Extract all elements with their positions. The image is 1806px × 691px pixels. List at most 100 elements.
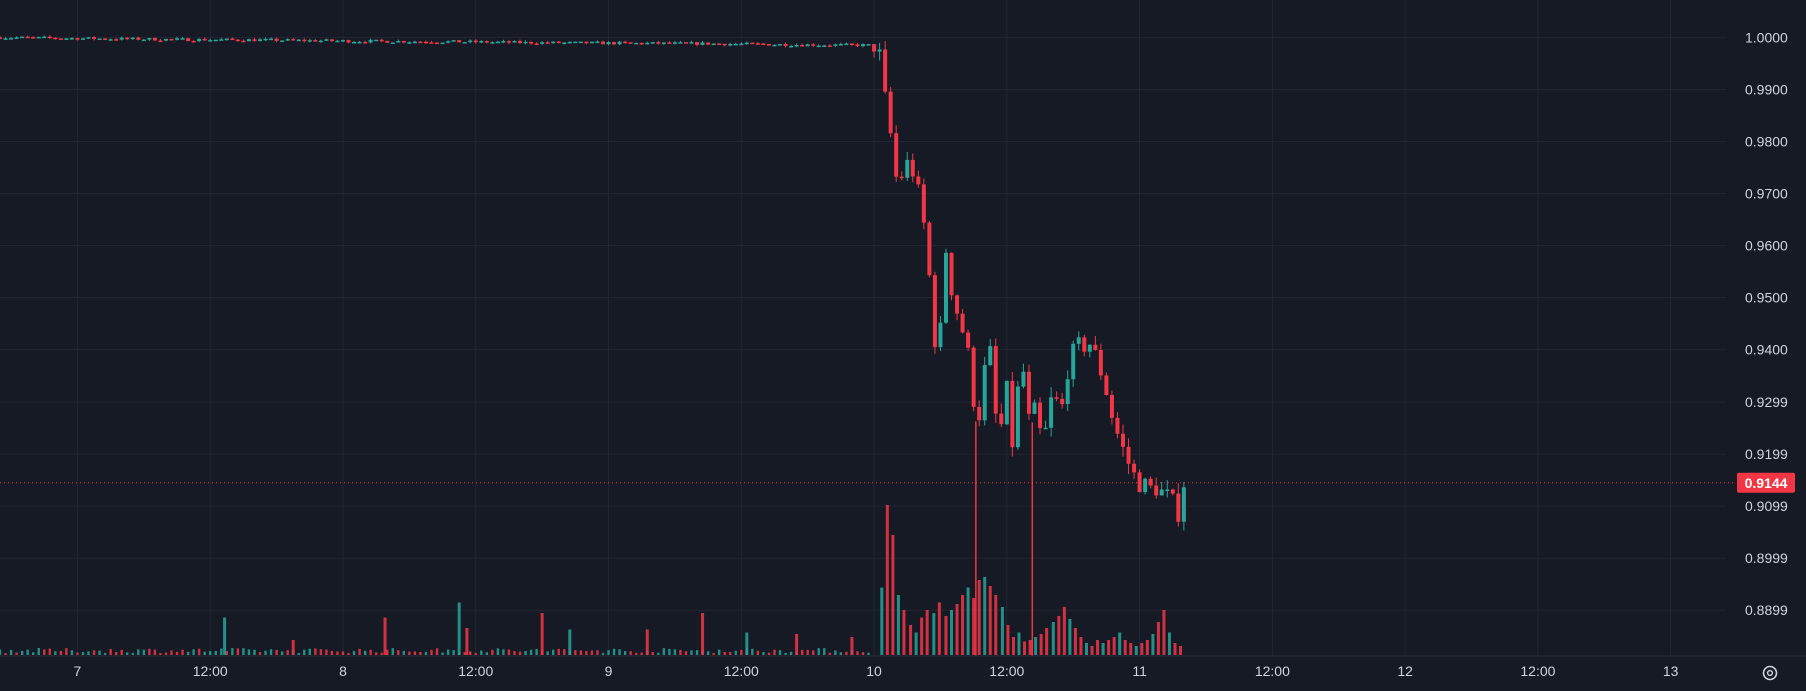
candle-body bbox=[285, 39, 290, 41]
volume-bar bbox=[308, 648, 311, 655]
candle-body bbox=[578, 41, 583, 44]
candle-body bbox=[943, 252, 948, 323]
candle-body bbox=[827, 45, 832, 47]
candle-body bbox=[1137, 472, 1142, 493]
volume-bar bbox=[740, 649, 743, 655]
price-tick-label: 0.8899 bbox=[1745, 602, 1788, 618]
volume-bar bbox=[314, 648, 317, 655]
candle-body bbox=[966, 332, 971, 348]
candle-body bbox=[47, 36, 52, 39]
price-axis[interactable]: 1.0000 0.9900 0.9800 0.9700 0.9600 0.9500 0.94… bbox=[1745, 29, 1788, 618]
time-tick-label: 12:00 bbox=[1520, 663, 1555, 679]
volume-bar bbox=[397, 650, 400, 655]
candle-body bbox=[766, 44, 771, 46]
candle-body bbox=[141, 39, 146, 42]
candle-body bbox=[14, 37, 19, 39]
volume-bar bbox=[1101, 643, 1105, 655]
candle-body bbox=[755, 43, 760, 45]
volume-bar bbox=[87, 651, 90, 655]
candle-body bbox=[667, 42, 672, 44]
candle-body bbox=[711, 43, 716, 46]
volume-bar bbox=[909, 625, 913, 655]
candle-body bbox=[374, 39, 379, 42]
volume-bar bbox=[944, 616, 948, 655]
candle-body bbox=[932, 275, 937, 348]
candle-body bbox=[562, 42, 567, 45]
last-price-badge: 0.9144 bbox=[1737, 472, 1795, 493]
volume-bar bbox=[92, 650, 96, 655]
volume-bar bbox=[529, 649, 533, 655]
candle-body bbox=[235, 39, 240, 42]
candle-body bbox=[252, 39, 257, 42]
candle-body bbox=[158, 40, 163, 43]
candle-body bbox=[717, 43, 722, 46]
time-tick-label: 8 bbox=[339, 663, 347, 679]
candle-body bbox=[318, 40, 323, 43]
volume-bar bbox=[4, 652, 7, 655]
volume-bar bbox=[756, 650, 760, 655]
volume-bar bbox=[861, 652, 865, 655]
candle-body bbox=[440, 42, 445, 45]
volume-bar bbox=[1045, 628, 1049, 655]
candle-body bbox=[695, 42, 700, 45]
volume-bar bbox=[374, 652, 378, 655]
gear-icon[interactable] bbox=[1762, 665, 1778, 681]
volume-bar bbox=[546, 651, 549, 655]
volume-bar bbox=[225, 650, 229, 655]
volume-bar bbox=[885, 505, 889, 655]
volume-bar bbox=[247, 649, 251, 655]
candle-body bbox=[1021, 371, 1026, 387]
time-tick-label: 12:00 bbox=[724, 663, 759, 679]
candle-body bbox=[606, 42, 611, 45]
candle-body bbox=[401, 40, 406, 43]
volume-bar bbox=[601, 652, 605, 655]
volume-bar bbox=[303, 649, 306, 655]
candle-body bbox=[429, 42, 434, 44]
volume-bar bbox=[142, 649, 146, 655]
candle-body bbox=[1176, 493, 1181, 522]
volume-bar bbox=[767, 652, 771, 655]
candle-body bbox=[540, 42, 545, 44]
candle-body bbox=[175, 38, 180, 40]
time-tick-label: 7 bbox=[74, 663, 82, 679]
price-tick-label: 0.9199 bbox=[1745, 446, 1788, 462]
candle-body bbox=[1054, 397, 1059, 399]
time-tick-label: 13 bbox=[1663, 663, 1679, 679]
candle-body bbox=[1038, 402, 1043, 428]
candle-body bbox=[800, 45, 805, 47]
candle-body bbox=[529, 41, 534, 44]
time-tick-label: 11 bbox=[1132, 663, 1147, 679]
candle-body bbox=[551, 41, 556, 44]
candle-body bbox=[390, 42, 395, 45]
volume-bar bbox=[131, 652, 134, 655]
volume-bar bbox=[369, 649, 372, 655]
candle-body bbox=[446, 41, 451, 43]
volume-bar bbox=[1096, 640, 1100, 655]
volume-bar bbox=[98, 650, 101, 655]
candle-body bbox=[683, 42, 688, 44]
volume-bar bbox=[579, 650, 583, 655]
candle-body bbox=[761, 43, 766, 46]
volume-bar bbox=[1112, 637, 1116, 655]
volume-bar bbox=[341, 651, 345, 655]
candle-body bbox=[379, 39, 384, 42]
volume-bar bbox=[203, 651, 206, 655]
time-tick-label: 12 bbox=[1397, 663, 1413, 679]
time-axis[interactable]: 7 12:00 8 12:00 9 12:00 10 12:00 11 12:00 12 12:00 1… bbox=[0, 655, 1806, 679]
candle-body bbox=[1010, 380, 1015, 448]
candle-body bbox=[545, 42, 550, 44]
volume-bar bbox=[679, 649, 682, 655]
volume-bar bbox=[20, 650, 24, 655]
candle-body bbox=[296, 39, 301, 42]
volume-bar bbox=[103, 652, 107, 655]
candle-body bbox=[1148, 478, 1153, 486]
candle-body bbox=[495, 41, 500, 44]
candle-body bbox=[689, 42, 694, 44]
volume-bar bbox=[645, 629, 649, 655]
candle-body bbox=[927, 222, 932, 276]
candle-body bbox=[462, 42, 467, 44]
volume-bar bbox=[1129, 643, 1133, 655]
candle-body bbox=[1170, 489, 1175, 494]
candle-body bbox=[241, 40, 246, 43]
